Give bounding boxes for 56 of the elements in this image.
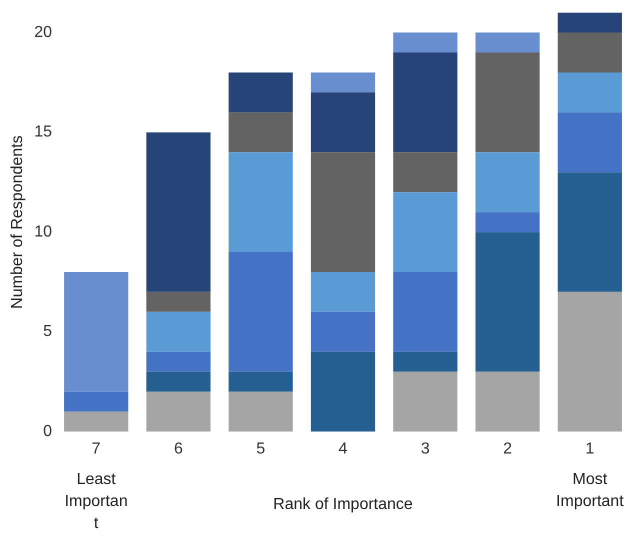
bar: [228, 392, 293, 432]
bar: [228, 372, 293, 392]
bar: [310, 352, 376, 432]
bar: [475, 152, 540, 212]
bar: [146, 132, 211, 292]
bar: [64, 392, 128, 412]
bar: [146, 312, 211, 352]
bar: [558, 112, 622, 172]
bar: [146, 352, 211, 372]
bar: [228, 252, 293, 372]
bar: [310, 92, 376, 152]
x-tick-label: 2: [503, 440, 512, 458]
x-axis-title: Rank of Importance: [273, 496, 413, 513]
bar: [475, 232, 540, 372]
x-tick-label: 6: [174, 440, 183, 458]
bar: [475, 52, 540, 152]
bar: [558, 12, 622, 33]
bar: [393, 272, 458, 352]
bar: [393, 32, 458, 53]
bar: [475, 372, 540, 432]
bar: [558, 72, 622, 112]
bar: [228, 112, 293, 152]
bar: [475, 32, 540, 53]
y-axis-title: Number of Respondents: [9, 135, 26, 309]
bar: [64, 272, 128, 392]
y-tick-label: 5: [43, 323, 52, 340]
bar: [310, 272, 376, 312]
bar: [228, 152, 293, 252]
text: Least Importan t: [64, 471, 128, 532]
bar: [393, 52, 458, 152]
bar: [228, 72, 293, 112]
x-tick-label: 7: [92, 440, 101, 458]
text: Most Important: [556, 471, 624, 510]
bar: [393, 152, 458, 192]
bar: [310, 152, 376, 272]
bar: [558, 292, 622, 432]
bar: [475, 212, 540, 232]
bar: [64, 412, 128, 432]
y-tick-label: 10: [34, 223, 52, 240]
bar: [146, 392, 211, 432]
bar: [146, 292, 211, 312]
bar: [558, 172, 622, 292]
x-tick-label: 1: [585, 440, 594, 458]
bar: [146, 372, 211, 392]
bar: [310, 72, 376, 92]
y-tick-label: 0: [43, 423, 52, 440]
y-tick-label: 15: [34, 124, 52, 141]
x-tick-label: 5: [256, 440, 266, 458]
bar: [393, 192, 458, 272]
x-tick-label: 3: [420, 440, 430, 458]
y-tick-label: 20: [34, 24, 52, 41]
bar: [558, 32, 622, 72]
bar: [393, 352, 458, 372]
bar: [393, 372, 458, 432]
bar: [310, 312, 376, 352]
x-tick-label: 4: [338, 440, 348, 458]
